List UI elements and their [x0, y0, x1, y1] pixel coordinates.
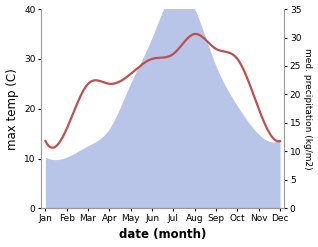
Y-axis label: med. precipitation (kg/m2): med. precipitation (kg/m2) — [303, 48, 313, 169]
Y-axis label: max temp (C): max temp (C) — [5, 68, 18, 150]
X-axis label: date (month): date (month) — [119, 228, 206, 242]
